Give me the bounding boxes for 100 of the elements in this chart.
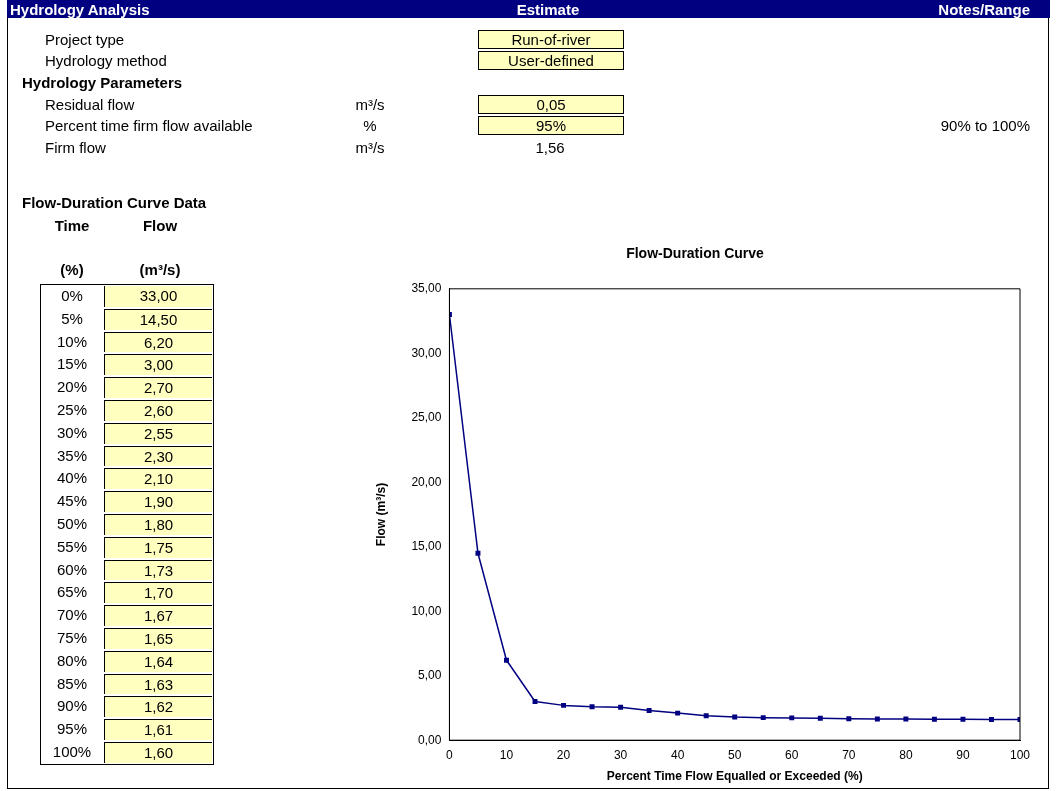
data-label: 2,10 [104, 468, 212, 490]
point [989, 716, 994, 722]
data-label: 2,60 [104, 400, 212, 421]
y-tick-label: 35,00 [411, 281, 442, 296]
text: Estimate [515, 1, 581, 18]
text: Firm flow [45, 139, 106, 156]
y-tick-label: 25,00 [411, 410, 442, 425]
point [504, 657, 509, 663]
point [475, 550, 481, 556]
y-tick-label: 10,00 [411, 603, 442, 618]
y-tick-label: 35% [56, 445, 88, 466]
y-tick-label: 15% [56, 354, 88, 375]
text: Flow [141, 217, 179, 234]
text: m³/s [354, 139, 386, 156]
y-tick-label: 15,00 [411, 539, 442, 554]
chart-title: Flow-Duration Curve [626, 245, 765, 262]
text: (%) [59, 261, 85, 278]
text: Percent time firm flow available [45, 117, 253, 134]
text: Project type [45, 31, 125, 48]
point [789, 715, 795, 721]
text: 90% to 100% [939, 117, 1030, 134]
y-tick-label: 30% [56, 422, 88, 443]
data-label: 14,50 [104, 308, 212, 330]
data-label: 2,70 [104, 377, 212, 398]
y-tick-label: 5% [60, 308, 84, 329]
data-label: 1,80 [104, 514, 212, 535]
point [703, 713, 709, 719]
x-tick-label: 50 [728, 747, 742, 762]
text: 0,05 [478, 95, 624, 114]
data-label: 6,20 [104, 331, 212, 353]
text: Hydrology method [45, 52, 167, 69]
data-label: 1,70 [104, 582, 212, 604]
y-tick-label: 40% [56, 468, 88, 489]
text: Flow-Duration Curve Data [22, 194, 207, 211]
point [874, 716, 880, 722]
x-tick-label: 10 [499, 747, 514, 762]
point [561, 702, 567, 708]
data-label: 1,73 [104, 559, 212, 581]
point [589, 704, 595, 710]
point [817, 715, 823, 721]
y-tick-label: 100% [51, 742, 93, 762]
y-tick-label: 95% [56, 719, 88, 740]
point [760, 715, 766, 721]
point [960, 716, 966, 722]
text: Residual flow [45, 96, 135, 113]
data-label: 1,60 [104, 742, 212, 763]
y-tick-label: 85% [56, 673, 88, 694]
y-tick-label: 45% [56, 491, 88, 512]
y-axis-title: Flow (m³/s) [373, 482, 388, 547]
data-label: 1,75 [104, 536, 212, 558]
data-label: 2,55 [104, 422, 212, 444]
text: Time [53, 217, 91, 234]
x-tick-label: 70 [842, 747, 856, 762]
y-tick-label: 50% [56, 514, 88, 534]
text: m³/s [354, 96, 386, 113]
x-tick-label: 80 [899, 747, 913, 762]
data-label: 1,62 [104, 696, 212, 718]
data-label: 1,65 [104, 628, 212, 649]
x-axis-title: Percent Time Flow Equalled or Exceeded (%) [606, 769, 863, 784]
data-label: 3,00 [104, 354, 212, 376]
text: % [362, 117, 378, 134]
x-tick-label: 20 [556, 747, 571, 762]
y-tick-label: 60% [56, 559, 88, 580]
y-tick-label: 70% [56, 605, 88, 626]
text: 1,56 [534, 139, 566, 156]
text: Hydrology Parameters [22, 74, 183, 91]
point [646, 708, 652, 714]
x-tick-label: 40 [670, 747, 685, 762]
y-tick-label: 20,00 [411, 474, 442, 489]
y-tick-label: 20% [56, 377, 88, 398]
y-tick-label: 30,00 [411, 345, 442, 360]
point [618, 704, 624, 710]
text: User-defined [478, 51, 624, 70]
text: (m³/s) [138, 261, 182, 278]
text: Run-of-river [478, 30, 624, 49]
point [675, 710, 681, 716]
text: 95% [478, 116, 624, 135]
point [931, 716, 937, 722]
y-tick-label: 0% [60, 286, 84, 306]
point [846, 716, 852, 722]
data-label: 33,00 [104, 286, 212, 307]
y-tick-label: 55% [56, 536, 88, 557]
y-tick-label: 10% [56, 331, 88, 352]
x-tick-label: 100 [1009, 747, 1031, 762]
y-tick-label: 25% [56, 400, 88, 420]
text: Notes/Range [937, 1, 1030, 18]
x-tick-label: 30 [613, 747, 628, 762]
y-tick-label: 80% [56, 650, 88, 671]
data-label: 1,64 [104, 650, 212, 672]
y-tick-label: 0,00 [418, 732, 442, 747]
y-tick-label: 65% [56, 582, 88, 603]
x-tick-label: 60 [785, 747, 799, 762]
data-label: 1,63 [104, 673, 212, 695]
y-tick-label: 5,00 [418, 668, 442, 683]
x-tick-label: 90 [956, 747, 970, 762]
data-label: 1,61 [104, 719, 212, 740]
data-label: 1,90 [104, 491, 212, 512]
y-tick-label: 75% [56, 628, 88, 648]
point [903, 716, 909, 722]
x-tick-label: 0 [446, 747, 454, 762]
